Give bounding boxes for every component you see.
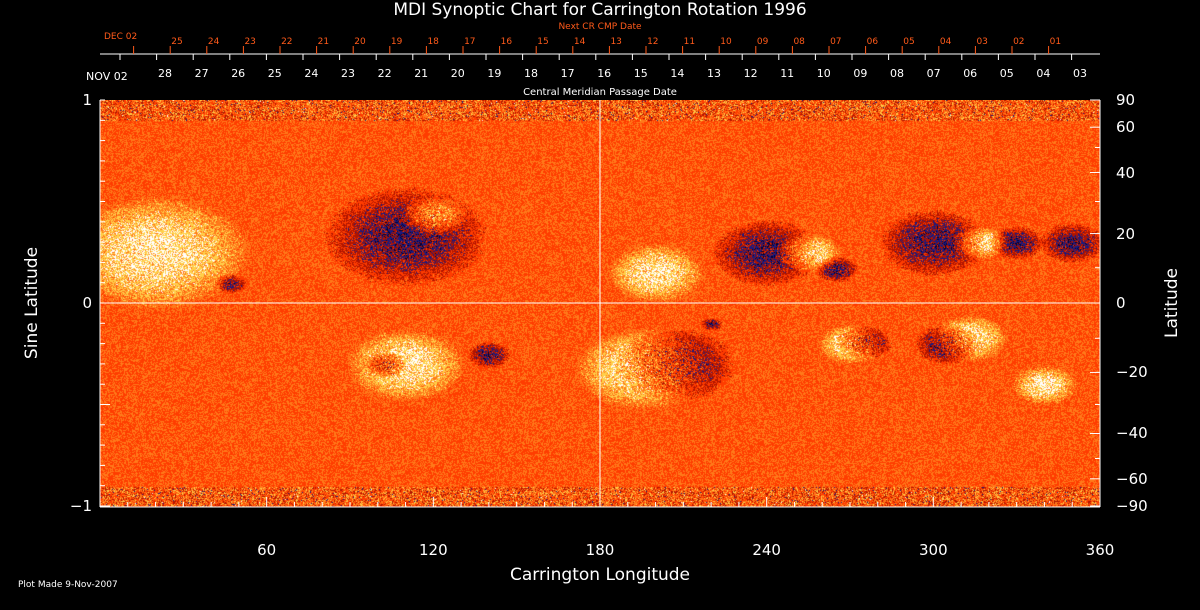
next-cr-date-label: 18 <box>427 37 439 47</box>
x-tick-label: 360 <box>1085 541 1115 559</box>
next-cr-date-label: 17 <box>464 37 476 47</box>
next-cr-date-label: 01 <box>1049 37 1062 47</box>
x-tick-label: 180 <box>585 541 615 559</box>
y-tick-label-right: 20 <box>1116 224 1136 243</box>
y-tick-label: 0 <box>82 294 92 312</box>
cmp-date-label: 26 <box>231 67 246 80</box>
next-cr-date-label: 10 <box>720 37 732 47</box>
cmp-date-label: 12 <box>743 67 758 80</box>
cmp-date-label: 14 <box>670 67 685 80</box>
cmp-date-label: 04 <box>1036 67 1051 80</box>
y-tick-label-right: −90 <box>1116 497 1148 515</box>
y-tick-label-right: −60 <box>1116 469 1148 488</box>
next-cr-date-label: 13 <box>610 37 622 47</box>
cmp-date-label: 25 <box>267 67 282 80</box>
cmp-date-label: 09 <box>853 67 868 80</box>
y-tick-label-right: −40 <box>1116 424 1148 443</box>
y-axis-label-right: Latitude <box>1162 268 1182 338</box>
cmp-date-label: 27 <box>194 67 209 80</box>
next-cr-date-label: 22 <box>281 37 293 47</box>
next-cr-date-label: 23 <box>244 37 256 47</box>
cmp-date-label: 23 <box>341 67 355 80</box>
next-cr-date-label: 16 <box>500 37 513 47</box>
cmp-date-label: 21 <box>414 67 429 80</box>
y-tick-label: 1 <box>82 91 92 109</box>
next-cr-date-label: 09 <box>756 37 769 47</box>
next-cr-date-label: 12 <box>647 37 659 47</box>
next-cr-date-label: 05 <box>903 37 915 47</box>
y-tick-label: −1 <box>69 497 92 515</box>
cmp-date-label: 13 <box>707 67 721 80</box>
x-tick-label: 300 <box>919 541 948 559</box>
y-tick-label-right: −20 <box>1116 363 1148 382</box>
next-cr-date-label: 07 <box>830 37 842 47</box>
cmp-date-label: 10 <box>816 67 831 80</box>
top-axis-start: NOV 02 <box>86 70 128 83</box>
next-cr-date-label: 20 <box>354 37 366 47</box>
cmp-date-label: 08 <box>890 67 904 80</box>
y-tick-label-right: 40 <box>1116 163 1136 182</box>
cmp-date-label: 24 <box>304 67 319 80</box>
next-cr-label: Next CR CMP Date <box>558 22 642 32</box>
next-cr-date-label: 24 <box>207 37 220 47</box>
next-cr-date-label: 19 <box>390 37 403 47</box>
cmp-date-label: 06 <box>963 67 978 80</box>
y-tick-label-right: 90 <box>1116 91 1136 109</box>
cmp-date-label: 28 <box>158 67 172 80</box>
cmp-date-label: 11 <box>780 67 795 80</box>
next-cr-date-label: 03 <box>976 37 988 47</box>
y-axis-label: Sine Latitude <box>22 246 42 360</box>
x-tick-label: 60 <box>257 541 277 559</box>
x-tick-label: 240 <box>752 541 781 559</box>
cmp-date-label: 18 <box>524 67 538 80</box>
cmp-date-label: 20 <box>450 67 465 80</box>
cmp-date-label: 03 <box>1073 67 1087 80</box>
next-cr-date-label: 02 <box>1013 37 1025 47</box>
chart-title: MDI Synoptic Chart for Carrington Rotati… <box>393 0 807 20</box>
cmp-date-label: 15 <box>633 67 648 80</box>
next-cr-date-label: 15 <box>537 37 549 47</box>
next-cr-date-label: 25 <box>171 37 183 47</box>
next-cr-date-label: 06 <box>866 37 879 47</box>
next-cr-date-label: 21 <box>317 37 330 47</box>
cmp-date-label: 07 <box>926 67 941 80</box>
x-axis-label: Carrington Longitude <box>509 565 691 585</box>
cmp-date-label: 05 <box>999 67 1014 80</box>
x-tick-label: 120 <box>419 541 448 559</box>
next-cr-date-label: 04 <box>939 37 952 47</box>
plot-made-footer: Plot Made 9-Nov-2007 <box>18 580 118 590</box>
cmp-date-label: 17 <box>560 67 575 80</box>
top-axis-label: Central Meridian Passage Date <box>523 87 677 98</box>
next-cr-date-label: 08 <box>793 37 805 47</box>
cmp-date-label: 22 <box>377 67 392 80</box>
cmp-date-label: 19 <box>487 67 502 80</box>
y-tick-label-right: 0 <box>1116 294 1126 312</box>
y-tick-label-right: 60 <box>1116 118 1136 137</box>
next-cr-start: DEC 02 <box>104 32 138 42</box>
next-cr-date-label: 14 <box>573 37 586 47</box>
cmp-date-label: 16 <box>597 67 612 80</box>
next-cr-date-label: 11 <box>683 37 696 47</box>
